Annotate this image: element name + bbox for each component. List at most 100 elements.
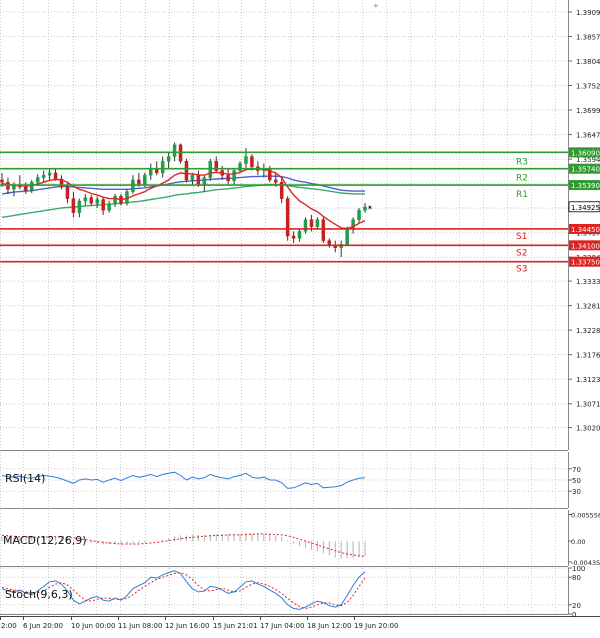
price-tick-label: 1.39095 (576, 9, 600, 17)
level-name-s2: S2 (516, 248, 527, 258)
candle-body (226, 174, 230, 182)
candle-body (35, 177, 40, 183)
stoch-tick-label: 80 (572, 574, 581, 582)
candle-body (160, 160, 165, 174)
candle-body (95, 199, 99, 204)
stoch-label: Stoch(9,6,3) (5, 588, 73, 601)
grid-layer (0, 0, 568, 614)
candle-body (297, 231, 302, 239)
candle-body (250, 156, 254, 168)
candle-body (172, 144, 177, 157)
price-tick-label: 1.32810 (576, 303, 600, 311)
price-panel: ✶ R3 R2 R1 S1 S2 S3 (0, 142, 568, 275)
candle-body (113, 196, 117, 205)
stoch-tick-label: 20 (572, 602, 581, 610)
candle-body (232, 170, 236, 182)
candle-body (137, 179, 141, 185)
candle-body (238, 163, 242, 171)
candle-body (321, 219, 326, 241)
stoch-k-line (1, 570, 366, 610)
candle-body (363, 206, 367, 211)
candle-body (357, 210, 361, 220)
level-name-r3: R3 (516, 157, 528, 167)
candle-body (0, 179, 4, 183)
time-tick-label: 18 Jun 12:00 (307, 622, 351, 630)
price-tick-label: 1.30710 (576, 401, 600, 409)
candle-body (166, 156, 171, 162)
macd-tick-label: 0.005556 (571, 512, 600, 520)
candle-body (77, 200, 82, 213)
candle-body (71, 198, 76, 213)
current-price-box (568, 201, 600, 213)
current-price-label: 1.34925 (571, 204, 600, 212)
candle-body (24, 186, 28, 191)
macd-panel: MACD(12,26,9) (1, 533, 366, 559)
price-tick-label: 1.36470 (576, 132, 600, 140)
level-price-box (569, 240, 600, 251)
time-tick-label: 12 Jun 16:00 (165, 622, 209, 630)
time-tick-label: 17 Jun 04:00 (260, 622, 304, 630)
candle-body (244, 156, 248, 164)
level-price-label-r2: 1.35740 (571, 166, 600, 174)
level-price-label-s3: 1.33750 (571, 259, 600, 267)
rsi-tick-label: 30 (572, 488, 581, 496)
ma-green-line (1, 183, 365, 218)
time-tick-label: 10 Jun 00:00 (71, 622, 115, 630)
price-tick-label: 1.32285 (576, 327, 600, 335)
time-tick-label: 15 Jun 21:01 (213, 622, 257, 630)
level-price-box (569, 256, 600, 267)
candle-body (107, 203, 111, 211)
candle-body (285, 198, 290, 237)
candle-body (59, 178, 64, 188)
candle-body (303, 219, 308, 232)
candle-body (83, 197, 88, 202)
macd-tick-label: 0.00 (571, 538, 585, 546)
price-tick-label: 1.31760 (576, 352, 600, 360)
level-price-box (569, 223, 600, 234)
price-tick-label: 1.36995 (576, 107, 600, 115)
level-name-r2: R2 (516, 174, 528, 184)
level-name-s3: S3 (516, 265, 527, 275)
level-name-r1: R1 (516, 190, 528, 200)
candle-body (196, 174, 201, 185)
rsi-line (1, 471, 366, 489)
time-tick-label: 19 Jun 20:00 (354, 622, 398, 630)
candle-body (291, 235, 296, 239)
price-tick-label: 1.35945 (576, 156, 600, 164)
time-tick-label: 11 Jun 08:00 (118, 622, 162, 630)
candle-body (184, 160, 189, 181)
price-tick-label: 1.38570 (576, 33, 600, 41)
price-tick-label: 1.30200 (576, 425, 600, 433)
level-price-box (569, 180, 600, 191)
time-tick-label: 2:00 (1, 622, 17, 630)
candle-body (101, 199, 105, 211)
candle-body (279, 181, 284, 199)
stoch-d-line (1, 572, 366, 610)
rsi-tick-label: 50 (572, 477, 581, 485)
rsi-label: RSI(14) (5, 472, 45, 485)
level-price-label-s2: 1.34100 (571, 242, 600, 250)
stoch-tick-label: 100 (572, 565, 585, 573)
candle-body (315, 219, 320, 227)
current-price-arrow: ✶ (367, 204, 373, 212)
price-tick-label: 1.38045 (576, 58, 600, 66)
candle-body (202, 177, 207, 185)
candle-body (89, 197, 94, 204)
macd-label: MACD(12,26,9) (3, 534, 87, 547)
candle-body (345, 228, 349, 245)
level-price-label-r3: 1.36090 (571, 149, 600, 157)
candle-body (65, 186, 70, 199)
chart-options-icon: ✦ (372, 2, 380, 12)
level-name-s1: S1 (516, 232, 527, 242)
price-tick-label: 1.31235 (576, 376, 600, 384)
level-price-box (569, 163, 600, 174)
stoch-panel: Stoch(9,6,3) (0, 567, 568, 615)
candle-body (273, 179, 278, 183)
candle-body (143, 174, 147, 185)
candle-body (47, 172, 52, 176)
level-price-box (569, 147, 600, 158)
time-tick-label: 6 Jun 20:00 (23, 622, 63, 630)
macd-tick-label: -0.004355 (571, 559, 600, 567)
